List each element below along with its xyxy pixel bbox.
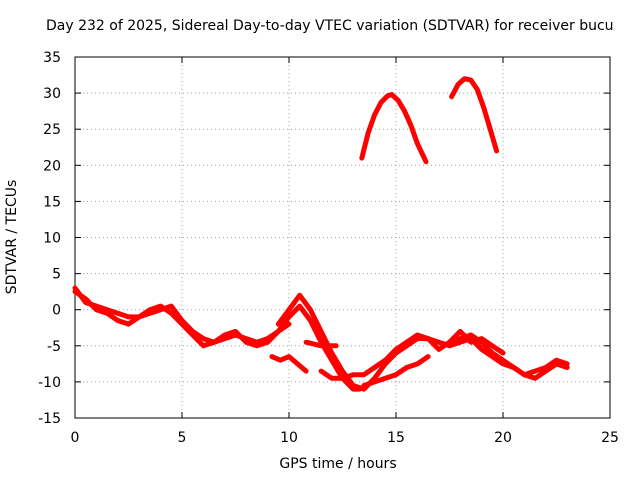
y-tick-label: -5 xyxy=(47,339,61,355)
y-tick-label: -10 xyxy=(38,375,61,391)
y-tick-label: 25 xyxy=(43,122,61,138)
x-tick-label: 5 xyxy=(178,430,187,446)
x-axis-label: GPS time / hours xyxy=(279,456,397,472)
series-line-arc-4 xyxy=(269,354,309,374)
y-tick-label: 30 xyxy=(43,86,61,102)
series-line-arc-8 xyxy=(447,332,570,378)
series-line-arc-5 xyxy=(318,328,506,381)
axis-ticks: 0 5 10 15 20 25 -15 -10 -5 0 5 10 15 20 25 30 35 xyxy=(38,50,619,446)
x-tick-label: 20 xyxy=(494,430,512,446)
y-axis-label: SDTVAR / TECUs xyxy=(4,179,20,295)
grid-lines xyxy=(75,57,610,418)
series-line-arc-10 xyxy=(449,76,500,154)
series-line-arc-2 xyxy=(72,289,292,349)
series-group xyxy=(72,76,570,392)
y-tick-label: 35 xyxy=(43,50,61,66)
y-tick-label: -15 xyxy=(38,411,61,427)
x-tick-label: 25 xyxy=(601,430,619,446)
y-tick-label: 10 xyxy=(43,231,61,247)
y-tick-label: 20 xyxy=(43,158,61,174)
x-tick-label: 0 xyxy=(71,430,80,446)
x-tick-label: 10 xyxy=(280,430,298,446)
y-tick-label: 0 xyxy=(52,303,61,319)
y-tick-label: 5 xyxy=(52,267,61,283)
chart-title: Day 232 of 2025, Sidereal Day-to-day VTE… xyxy=(46,18,614,34)
series-line-arc-7 xyxy=(361,354,431,388)
y-tick-label: 15 xyxy=(43,194,61,210)
series-line-arc-9 xyxy=(359,92,429,165)
series-line-arc-6 xyxy=(303,339,339,349)
x-tick-label: 15 xyxy=(387,430,405,446)
